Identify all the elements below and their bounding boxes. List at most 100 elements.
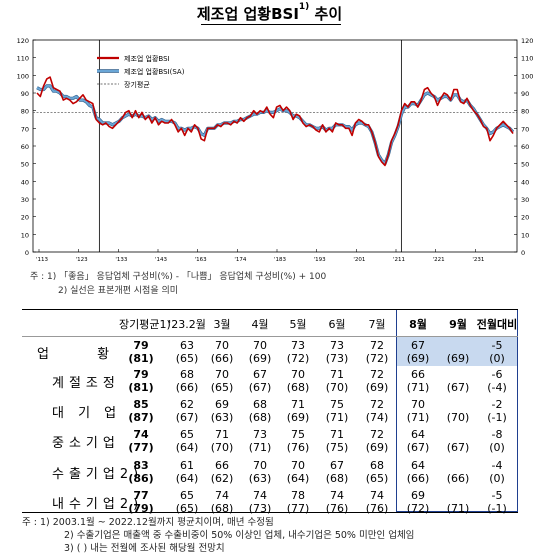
- row-0-avg-prev: (81): [128, 352, 154, 365]
- row-3-val-4: 71: [330, 428, 344, 441]
- row-4-val-0: 61: [180, 459, 194, 472]
- row-0-val-3: 73: [291, 339, 305, 352]
- row-0-val-8: -5: [491, 339, 503, 352]
- row-2-sub-0: (67): [175, 411, 199, 424]
- row-2-sub-4: (71): [325, 411, 349, 424]
- row-label-3: 중소기업: [52, 436, 120, 451]
- column-header-0: 장기평균1): [119, 318, 171, 331]
- y-tick-label-right-4: 40: [521, 178, 529, 186]
- row-3-sub-0: (64): [175, 441, 199, 454]
- row-0-avg: 79: [133, 339, 149, 352]
- row-0-sub-2: (69): [248, 352, 272, 365]
- row-4-sub-0: (64): [175, 472, 199, 485]
- row-3-sub-8: (0): [489, 441, 505, 454]
- y-tick-label-left-10: 100: [17, 72, 29, 80]
- x-tick-label-2: '133: [115, 257, 128, 263]
- row-3-sub-2: (71): [248, 441, 272, 454]
- row-5-sub-7: (71): [446, 502, 470, 515]
- y-tick-label-left-5: 50: [21, 161, 29, 169]
- row-5-avg-prev: (79): [128, 502, 154, 515]
- row-3-val-8: -8: [491, 428, 503, 441]
- row-0-sub-5: (72): [365, 352, 389, 365]
- y-tick-label-right-8: 80: [521, 108, 529, 116]
- row-5-val-0: 65: [180, 489, 194, 502]
- row-3-val-5: 72: [370, 428, 384, 441]
- row-2-val-8: -2: [491, 398, 503, 411]
- row-2-val-4: 75: [330, 398, 344, 411]
- row-0-val-0: 63: [180, 339, 194, 352]
- series-bsi-line: [36, 76, 514, 167]
- row-4-val-2: 70: [253, 459, 267, 472]
- y-tick-label-right-10: 100: [521, 72, 533, 80]
- row-5-sub-4: (76): [325, 502, 349, 515]
- row-5-val-2: 74: [253, 489, 267, 502]
- row-2-sub-2: (68): [248, 411, 272, 424]
- bsi-line-chart: 0 0 10 10 20 20 30 30 40 40 50 50 60 60 70 70 80 80 90 90 10…: [17, 37, 534, 263]
- y-tick-label-right-3: 30: [521, 196, 529, 204]
- row-4-sub-8: (0): [489, 472, 505, 485]
- row-1-sub-5: (69): [365, 381, 389, 394]
- row-5-sub-5: (76): [365, 502, 389, 515]
- row-0-val-4: 73: [330, 339, 344, 352]
- table-top-rule: [22, 309, 518, 310]
- y-tick-label-right-5: 50: [521, 161, 529, 169]
- title-underline: [201, 24, 341, 25]
- row-1-val-2: 67: [253, 368, 267, 381]
- row-1-sub-6: (71): [406, 381, 430, 394]
- row-label-5: 내수기업2): [52, 497, 144, 512]
- x-tick-label-11: '231: [472, 257, 484, 263]
- row-5-sub-6: (72): [406, 502, 430, 515]
- row-2-val-3: 71: [291, 398, 305, 411]
- row-4-sub-3: (64): [286, 472, 310, 485]
- row-1-sub-0: (66): [175, 381, 199, 394]
- x-tick-label-4: '163: [195, 257, 208, 263]
- row-4-val-8: -4: [491, 459, 503, 472]
- row-2-sub-8: (-1): [487, 411, 507, 424]
- row-1-sub-4: (70): [325, 381, 349, 394]
- y-tick-label-right-7: 70: [521, 125, 529, 133]
- row-3-avg-prev: (77): [128, 441, 154, 454]
- row-1-val-1: 70: [215, 368, 229, 381]
- row-0-sub-0: (65): [175, 352, 199, 365]
- y-tick-label-right-11: 110: [521, 55, 533, 63]
- x-tick-label-1: '123: [76, 257, 89, 263]
- row-3-sub-5: (69): [365, 441, 389, 454]
- row-2-val-0: 62: [180, 398, 194, 411]
- row-3-sub-3: (76): [286, 441, 310, 454]
- column-header-2: 3월: [213, 318, 231, 331]
- row-1-val-0: 68: [180, 368, 194, 381]
- row-0-sub-7: (69): [446, 352, 470, 365]
- row-2-val-1: 69: [215, 398, 229, 411]
- highlight-shade: [396, 336, 518, 366]
- chart-note-2: 2) 실선은 표본개편 시점을 의미: [58, 286, 179, 296]
- row-1-val-4: 71: [330, 368, 344, 381]
- row-4-sub-5: (65): [365, 472, 389, 485]
- row-3-val-1: 71: [215, 428, 229, 441]
- row-0-val-1: 70: [215, 339, 229, 352]
- row-5-sub-8: (-1): [487, 502, 507, 515]
- row-4-sub-2: (63): [248, 472, 272, 485]
- row-2-avg: 85: [133, 398, 149, 411]
- row-1-sub-2: (67): [248, 381, 272, 394]
- row-label-2: 대 기 업: [52, 406, 122, 421]
- table-bottom-rule: [22, 512, 518, 513]
- row-4-val-5: 68: [370, 459, 384, 472]
- column-header-7: 8월: [409, 318, 427, 331]
- legend-label-sa: 제조업 업황BSI(SA): [124, 67, 185, 76]
- y-tick-label-right-9: 90: [521, 90, 529, 98]
- row-5-val-8: -5: [491, 489, 503, 502]
- row-5-sub-0: (65): [175, 502, 199, 515]
- row-4-avg-prev: (86): [128, 472, 154, 485]
- y-tick-label-left-4: 40: [21, 178, 29, 186]
- y-tick-label-left-8: 80: [21, 108, 29, 116]
- x-tick-label-0: '113: [36, 257, 49, 263]
- row-1-val-5: 72: [370, 368, 384, 381]
- page-title: 제조업 업황BSI1) 추이: [196, 2, 343, 23]
- row-4-val-4: 67: [330, 459, 344, 472]
- x-tick-label-6: '183: [274, 257, 287, 263]
- row-4-val-6: 64: [411, 459, 425, 472]
- column-header-3: 4월: [251, 318, 269, 331]
- row-1-val-3: 70: [291, 368, 305, 381]
- row-2-sub-5: (74): [365, 411, 389, 424]
- footnote-3: 3) ( ) 내는 전월에 조사된 해당월 전망치: [64, 543, 225, 554]
